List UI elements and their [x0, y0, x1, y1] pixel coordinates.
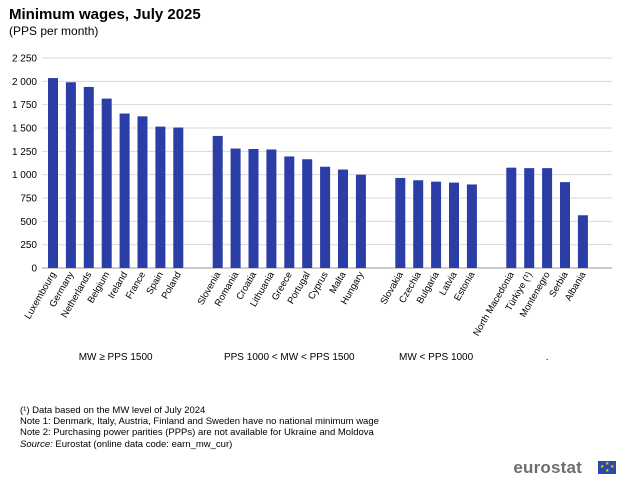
y-tick-label: 500	[20, 217, 37, 228]
bar	[431, 181, 442, 268]
bar	[560, 182, 570, 268]
bar	[266, 149, 277, 268]
y-tick-label: 2 000	[12, 77, 37, 88]
y-tick-label: 2 250	[12, 54, 37, 65]
bar	[83, 86, 94, 268]
y-tick-label: 1 250	[12, 147, 37, 158]
group-label: .	[546, 352, 549, 363]
y-tick-label: 250	[20, 240, 37, 251]
bar	[155, 126, 166, 268]
bar	[355, 174, 366, 268]
y-tick-label: 1 500	[12, 124, 37, 135]
bar-chart: 0 250 500 750 1 000 1 250 1 500 1 750 2 000 2 250…	[12, 54, 612, 363]
chart-notes: (¹) Data based on the MW level of July 2…	[20, 405, 379, 450]
eurostat-logo: eurostat	[513, 458, 582, 477]
y-tick-label: 1 750	[12, 100, 37, 111]
bar	[65, 82, 76, 269]
bar	[449, 182, 459, 268]
bar	[338, 169, 348, 268]
chart-subtitle: (PPS per month)	[9, 24, 99, 38]
source-line: Source: Eurostat (online data code: earn…	[20, 439, 379, 450]
note-2: Note 2: Purchasing power parities (PPPs)…	[20, 427, 374, 439]
bar	[542, 168, 553, 268]
bar	[101, 98, 112, 268]
bar	[506, 167, 517, 268]
bar	[48, 78, 58, 268]
bar	[248, 149, 259, 268]
note-1: Note 1: Denmark, Italy, Austria, Finland…	[20, 416, 379, 428]
bar	[524, 168, 535, 268]
group-label: MW ≥ PPS 1500	[79, 352, 153, 363]
bar	[284, 156, 295, 268]
y-tick-label: 1 000	[12, 170, 37, 181]
chart-title: Minimum wages, July 2025	[9, 6, 201, 23]
eu-flag-icon: ★ ★ ★ ★	[598, 461, 616, 474]
group-label: PPS 1000 < MW < PPS 1500	[224, 352, 355, 363]
y-tick-label: 0	[31, 264, 37, 275]
group-label: MW < PPS 1000	[399, 352, 474, 363]
bar	[137, 116, 148, 268]
bar	[302, 159, 313, 268]
bar	[230, 148, 241, 268]
bar	[466, 184, 477, 268]
bar	[395, 177, 406, 268]
footnote-1: (¹) Data based on the MW level of July 2…	[20, 405, 206, 416]
bar	[577, 215, 588, 268]
bar	[173, 127, 184, 269]
bar	[320, 166, 331, 268]
bar	[212, 135, 223, 268]
source-text: Eurostat (online data code: earn_mw_cur)	[52, 438, 233, 450]
source-label: Source:	[20, 438, 53, 450]
bar	[413, 180, 424, 268]
bar	[119, 113, 130, 269]
y-tick-label: 750	[20, 194, 37, 205]
